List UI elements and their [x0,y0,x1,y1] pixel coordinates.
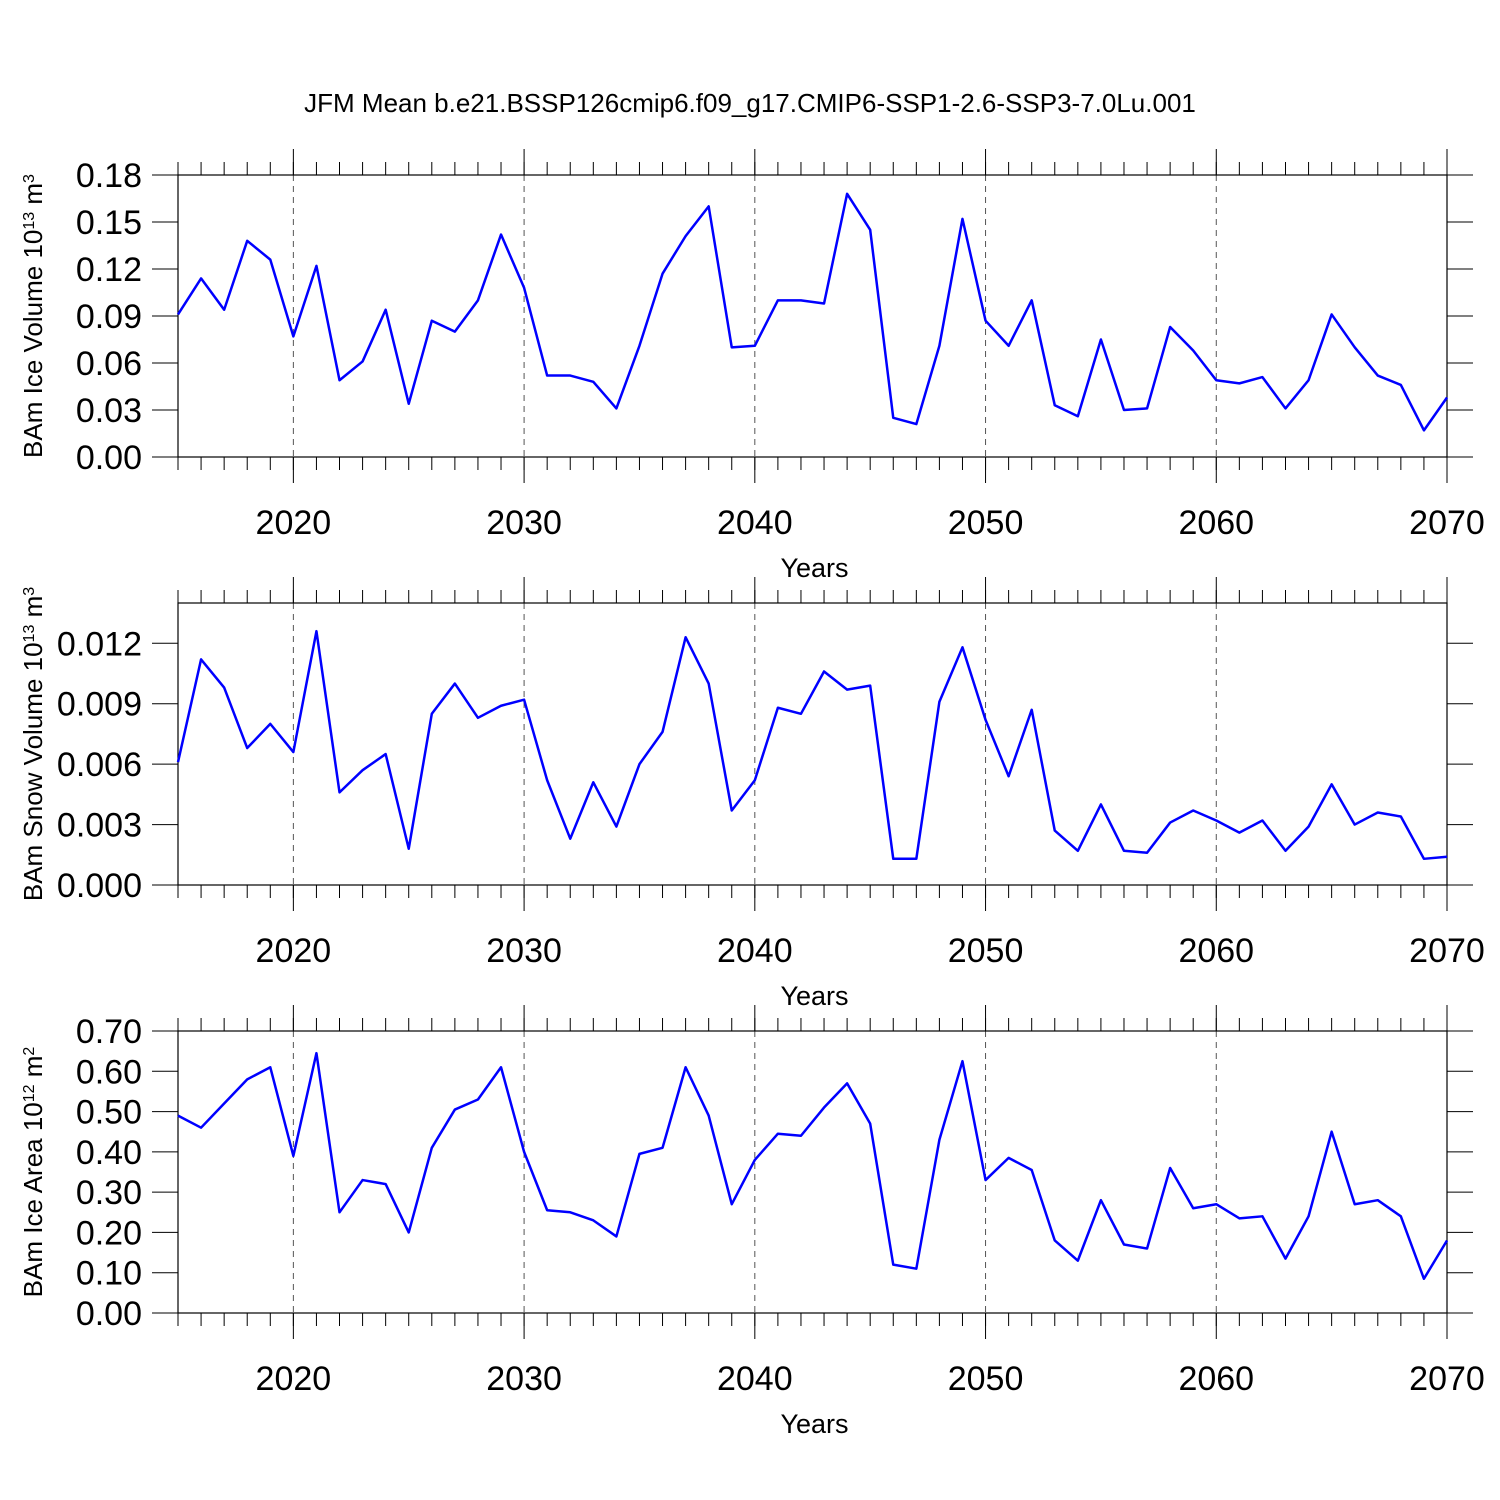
x-axis-label: Years [780,1409,848,1439]
y-axis-label-part: BAm Snow Volume 10 [18,642,48,901]
y-axis-label-part: BAm Ice Volume 10 [18,230,48,458]
x-tick-label: 2060 [1178,1360,1254,1398]
y-axis-label-part: BAm Ice Area 10 [18,1102,48,1297]
y-axis-label-part: m [18,596,48,625]
x-tick-label: 2070 [1409,932,1485,970]
x-axis-label: Years [780,981,848,1011]
x-tick-label: 2030 [486,504,562,542]
y-tick-label: 0.00 [76,1295,142,1333]
x-tick-label: 2020 [256,932,332,970]
y-tick-label: 0.10 [76,1255,142,1293]
y-axis-label: BAm Ice Volume 1013 m3 [18,174,48,458]
y-tick-label: 0.00 [76,439,142,477]
data-line [177,1051,1449,1281]
y-axis-label-exponent: 12 [21,1084,38,1102]
y-tick-label: 0.40 [76,1134,142,1172]
x-tick-label: 2030 [486,932,562,970]
x-tick-label: 2050 [948,1360,1024,1398]
x-tick-label: 2040 [717,1360,793,1398]
y-axis-label-exponent: 2 [21,1047,38,1056]
y-tick-label: 0.18 [76,157,142,195]
data-line [176,629,1448,861]
x-tick-label: 2030 [486,1360,562,1398]
y-axis-label-exponent: 13 [21,625,38,643]
chart-title: JFM Mean b.e21.BSSP126cmip6.f09_g17.CMIP… [304,88,1196,118]
y-tick-label: 0.70 [76,1013,142,1051]
plot-frame [177,1030,1448,1314]
x-tick-label: 2070 [1409,1360,1485,1398]
y-tick-label: 0.000 [57,867,142,905]
y-tick-label: 0.20 [76,1214,142,1252]
x-tick-label: 2050 [948,932,1024,970]
x-tick-label: 2050 [948,504,1024,542]
x-axis-label: Years [780,553,848,583]
y-tick-label: 0.03 [76,392,142,430]
x-tick-label: 2040 [717,932,793,970]
plot-frame [177,174,1448,458]
y-axis-label-exponent: 3 [21,174,38,183]
y-tick-label: 0.60 [76,1053,142,1091]
x-tick-label: 2060 [1178,504,1254,542]
y-axis-label-part: m [18,183,48,212]
y-axis-label-part: m [18,1056,48,1085]
y-axis-label: BAm Ice Area 1012 m2 [18,1047,48,1298]
y-tick-label: 0.012 [57,625,142,663]
x-tick-label: 2060 [1178,932,1254,970]
y-tick-label: 0.12 [76,251,142,289]
x-tick-label: 2070 [1409,504,1485,542]
y-tick-label: 0.09 [76,298,142,336]
x-tick-label: 2020 [256,504,332,542]
y-tick-label: 0.003 [57,807,142,845]
plot-frame [177,602,1448,886]
y-tick-label: 0.009 [57,686,142,724]
y-tick-label: 0.006 [57,746,142,784]
y-axis-label-exponent: 13 [21,212,38,230]
y-axis-label: BAm Snow Volume 1013 m3 [18,587,48,901]
x-tick-label: 2020 [256,1360,332,1398]
data-line [176,192,1449,432]
y-axis-label-exponent: 3 [21,587,38,596]
y-tick-label: 0.50 [76,1094,142,1132]
x-tick-label: 2040 [717,504,793,542]
y-tick-label: 0.15 [76,204,142,242]
y-tick-label: 0.30 [76,1174,142,1212]
y-tick-label: 0.06 [76,345,142,383]
